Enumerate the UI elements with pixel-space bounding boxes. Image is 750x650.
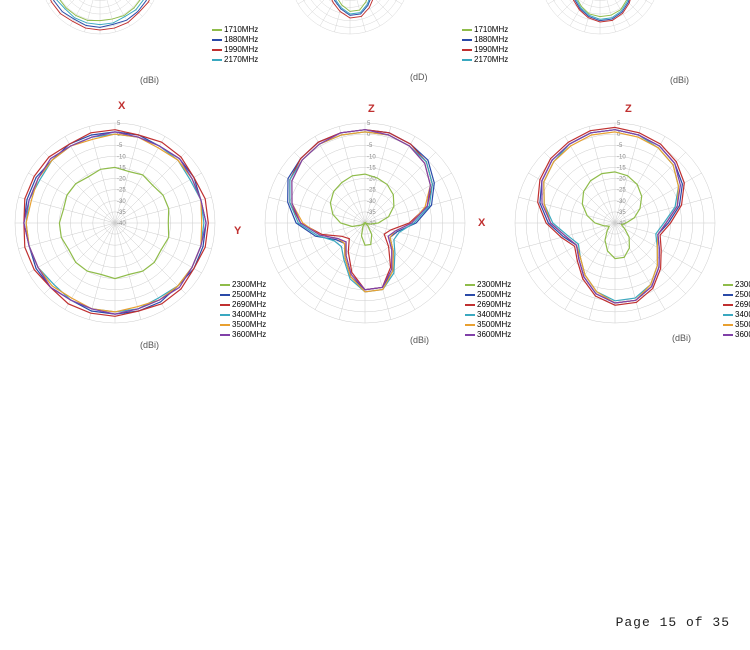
legend-swatch [465,294,475,296]
svg-text:-10: -10 [367,154,376,160]
chart-row-2: X 50-5-10-15-20-25-30-35-40 Y 2300MHz250… [0,95,750,325]
legend-swatch [212,49,222,51]
legend-item: 3400MHz [723,310,750,320]
polar-chart-2b: 50-5-10-15-20-25-30-35-40 [250,95,480,325]
chart-cell-1b: 1710MHz1880MHz1990MHz2170MHz (dD) [250,0,500,70]
svg-text:-5: -5 [117,143,123,149]
svg-text:5: 5 [367,121,371,127]
axis-label-2c-top: Z [625,103,632,115]
svg-text:-20: -20 [117,177,126,183]
svg-text:-30: -30 [617,199,626,205]
page-footer: Page 15 of 35 [616,615,730,630]
legend-2c: 2300MHz2500MHz2690MHz3400MHz3500MHz3600M… [723,280,750,340]
legend-swatch [462,39,472,41]
legend-swatch [723,314,733,316]
svg-text:-10: -10 [117,154,126,160]
svg-text:5: 5 [117,121,121,127]
legend-item: 3600MHz [465,330,511,340]
legend-swatch [465,304,475,306]
legend-swatch [723,294,733,296]
svg-text:-5: -5 [617,143,623,149]
svg-text:-35: -35 [617,210,626,216]
svg-text:5: 5 [617,121,621,127]
legend-label: 3400MHz [735,310,750,320]
chart-row-1: 1710MHz1880MHz1990MHz2170MHz (dBi) 1710M… [0,0,750,70]
legend-swatch [723,324,733,326]
polar-chart-2a: 50-5-10-15-20-25-30-35-40 [0,95,230,325]
svg-text:-20: -20 [617,177,626,183]
legend-label: 3600MHz [735,330,750,340]
legend-label: 3500MHz [735,320,750,330]
axis-label-2b-right: X [478,217,485,229]
legend-item: 3500MHz [723,320,750,330]
chart-cell-2a: X 50-5-10-15-20-25-30-35-40 Y 2300MHz250… [0,95,250,325]
legend-label: 2500MHz [735,290,750,300]
legend-swatch [465,314,475,316]
polar-chart-1a [0,0,200,70]
svg-text:-25: -25 [117,188,126,194]
unit-label-2c: (dBi) [672,333,691,343]
legend-swatch [723,334,733,336]
svg-text:-35: -35 [117,210,126,216]
legend-swatch [465,284,475,286]
svg-text:-35: -35 [367,210,376,216]
unit-label-1c: (dBi) [670,75,689,85]
svg-text:-15: -15 [367,165,376,171]
legend-item: 3600MHz [723,330,750,340]
chart-cell-1a: 1710MHz1880MHz1990MHz2170MHz (dBi) [0,0,250,70]
unit-label-2b: (dBi) [410,335,429,345]
unit-label-2a: (dBi) [140,340,159,350]
legend-item: 2500MHz [723,290,750,300]
svg-text:-30: -30 [117,199,126,205]
legend-swatch [212,29,222,31]
legend-swatch [462,59,472,61]
unit-label-1b: (dD) [410,72,428,82]
legend-swatch [462,49,472,51]
legend-swatch [462,29,472,31]
legend-item: 2300MHz [723,280,750,290]
unit-label-1a: (dBi) [140,75,159,85]
legend-item: 3600MHz [220,330,266,340]
legend-item: 2690MHz [723,300,750,310]
legend-swatch [220,294,230,296]
chart-cell-2b: Z 50-5-10-15-20-25-30-35-40 X 2300MHz250… [250,95,500,325]
legend-label: 3600MHz [232,330,266,340]
legend-swatch [220,334,230,336]
polar-chart-1c [500,0,700,70]
legend-swatch [220,324,230,326]
svg-text:-10: -10 [617,154,626,160]
svg-text:-15: -15 [617,165,626,171]
chart-cell-2c: Z 50-5-10-15-20-25-30-35-40 2300MHz2500M… [500,95,750,325]
svg-text:-40: -40 [117,221,126,227]
polar-chart-2c: 50-5-10-15-20-25-30-35-40 [500,95,730,325]
legend-swatch [212,39,222,41]
legend-swatch [220,284,230,286]
legend-label: 2690MHz [735,300,750,310]
legend-swatch [723,304,733,306]
axis-label-2a-top: X [118,100,125,112]
axis-label-2b-top: Z [368,103,375,115]
legend-swatch [220,314,230,316]
chart-cell-1c: (dBi) [500,0,750,70]
svg-text:-25: -25 [617,188,626,194]
legend-swatch [212,59,222,61]
legend-swatch [723,284,733,286]
legend-label: 2300MHz [735,280,750,290]
svg-text:-25: -25 [367,188,376,194]
legend-swatch [465,334,475,336]
legend-swatch [220,304,230,306]
legend-swatch [465,324,475,326]
svg-text:-30: -30 [367,199,376,205]
legend-label: 3600MHz [477,330,511,340]
polar-chart-1b [250,0,450,70]
axis-label-2a-right: Y [234,225,241,237]
svg-text:-5: -5 [367,143,373,149]
